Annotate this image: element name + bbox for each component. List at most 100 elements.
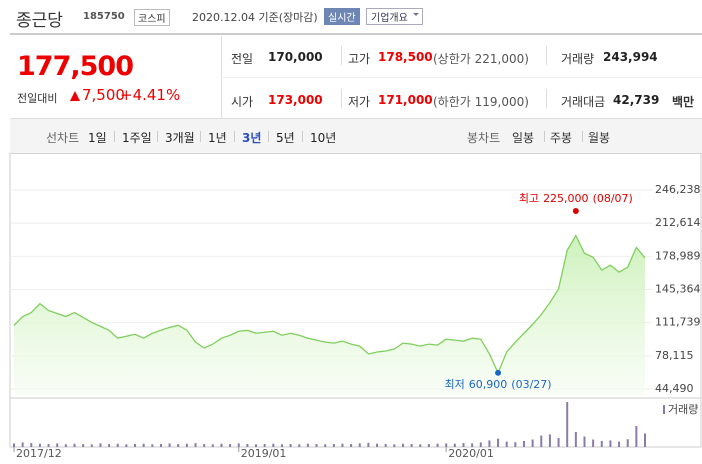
dropdown-label: 기업개요 (371, 13, 408, 24)
volume-bar (583, 436, 586, 447)
volume-bar (229, 444, 232, 447)
volume-bar (263, 444, 266, 447)
volume-bar (116, 443, 119, 447)
low-label: 최저 (445, 378, 465, 391)
stock-name: 종근당 (16, 11, 63, 31)
period-tab[interactable]: 10년 (310, 131, 337, 145)
date: 2020.12.04 기준(장마감) (192, 11, 318, 24)
stat-label: 거래대금 (561, 95, 606, 109)
tab-separator (234, 131, 235, 142)
volume-bar (73, 443, 76, 447)
stock-code: 185750 (83, 11, 125, 22)
change: 7,500 (82, 86, 125, 104)
current-price: 177,500 (17, 51, 134, 82)
low-marker (495, 369, 502, 376)
volume-bar (350, 444, 353, 447)
volume-bar (151, 444, 154, 447)
volume-bar (618, 441, 621, 447)
period-tab[interactable]: 5년 (276, 131, 295, 145)
realtime-button[interactable]: 실시간 (324, 8, 360, 25)
candle-tab[interactable]: 주봉 (550, 131, 573, 145)
stat-note: (하한가 119,000) (433, 95, 529, 109)
column-divider (341, 89, 342, 108)
tab-group-label: 선차트 (46, 131, 80, 145)
price-panel: 177,500 전일대비 7,500 +4.41% (10, 36, 222, 118)
volume-bar (82, 444, 85, 447)
volume-bar (255, 444, 258, 447)
period-tab[interactable]: 1년 (208, 131, 227, 145)
volume-bar (185, 443, 188, 447)
x-tick-label: 2017/12 (16, 447, 62, 460)
volume-bar (13, 443, 15, 447)
x-tick-label: 2019/01 (241, 447, 287, 460)
column-divider (546, 89, 547, 108)
plot-frame (9, 153, 702, 448)
volume-bar (540, 435, 543, 447)
volume-bar (393, 444, 396, 447)
volume-bar (203, 444, 206, 447)
tab-group-label: 봉차트 (467, 131, 501, 145)
volume-bar (99, 443, 102, 447)
period-tab[interactable]: 1일 (88, 131, 107, 145)
company-info-dropdown[interactable]: 기업개요 (366, 8, 423, 25)
low-value_label: 60,900 (469, 378, 508, 391)
volume-bar (644, 433, 646, 447)
stat-label: 저가 (348, 95, 371, 109)
y-tick-label: 44,490 (655, 382, 694, 395)
low-date: (03/27) (511, 378, 551, 391)
volume-bar (531, 439, 534, 447)
volume-bar (56, 443, 59, 447)
tab-separator (302, 131, 303, 142)
volume-bar (367, 442, 370, 447)
volume-bar (211, 444, 214, 447)
high-date: (08/07) (593, 192, 633, 205)
high-value_label: 225,000 (543, 192, 589, 205)
volume-bar (557, 438, 560, 447)
high-marker (572, 207, 579, 214)
stat-label: 시가 (231, 95, 254, 109)
low-annotation: 최저 60,900 (03/27) (445, 378, 552, 391)
volume-bar (436, 443, 439, 447)
market-badge: 코스피 (134, 9, 170, 26)
volume-bar (142, 443, 145, 447)
row-divider (221, 77, 702, 78)
volume-bar (38, 443, 41, 447)
stat-value: 173,000 (268, 93, 323, 107)
volume-bar (488, 440, 491, 447)
volume-bar (600, 441, 603, 447)
volume-bar (427, 444, 430, 447)
price-area (14, 235, 645, 395)
volume-bar (280, 444, 283, 447)
price-line (13, 234, 646, 375)
change-rate: +4.41% (120, 86, 181, 104)
volume-bar (289, 444, 292, 447)
volume-bar (220, 443, 223, 447)
volume-bar (246, 444, 249, 447)
period-tab[interactable]: 3개월 (165, 131, 195, 145)
tab-separator (544, 131, 545, 142)
volume-bar (194, 443, 197, 447)
candle-tab[interactable]: 일봉 (512, 131, 535, 145)
volume-bar (522, 441, 525, 447)
y-tick-label: 178,989 (655, 249, 701, 262)
y-tick-label: 145,364 (655, 283, 701, 296)
change-label: 전일대비 (17, 92, 58, 105)
volume-bar (90, 444, 93, 447)
stat-label: 거래량 (561, 52, 595, 66)
volume-bar (30, 443, 33, 447)
tab-separator (200, 131, 201, 142)
candle-tab[interactable]: 월봉 (588, 131, 611, 145)
volume-bar (298, 444, 301, 447)
volume-bar (514, 442, 517, 447)
period-tab[interactable]: 1주일 (122, 131, 152, 145)
period-tab[interactable]: 3년 (242, 131, 262, 145)
volume-bar (108, 444, 111, 447)
volume-bar (453, 443, 456, 447)
volume-legend-swatch (663, 405, 665, 414)
volume-bar (237, 443, 240, 447)
volume-bar (358, 443, 361, 447)
stat-value: 171,000 (378, 93, 433, 107)
volume-bar (177, 444, 180, 447)
tab-separator (157, 131, 158, 142)
